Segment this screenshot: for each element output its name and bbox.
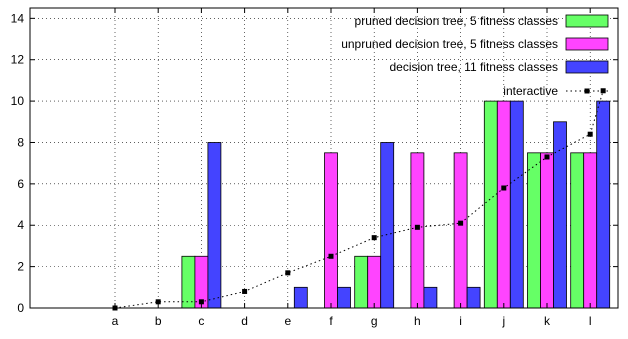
bar-series-3 bbox=[596, 100, 611, 309]
interactive-point bbox=[285, 270, 291, 276]
bar-series-1 bbox=[570, 152, 585, 309]
legend-label-series-3: decision tree, 11 fitness classes bbox=[389, 60, 558, 74]
interactive-point bbox=[587, 131, 593, 137]
legend-label-interactive: interactive bbox=[503, 84, 558, 98]
y-tick-label: 4 bbox=[17, 218, 24, 232]
bar-series-2 bbox=[583, 152, 598, 309]
interactive-point bbox=[501, 185, 507, 191]
bar-series-2 bbox=[367, 255, 382, 309]
interactive-point bbox=[371, 235, 377, 241]
x-tick-label: g bbox=[371, 314, 378, 328]
interactive-point bbox=[328, 253, 334, 259]
bar-series-3 bbox=[337, 286, 351, 309]
plot-frame bbox=[29, 7, 619, 309]
legend-swatch-series-2 bbox=[565, 37, 609, 51]
bar-series-2 bbox=[410, 152, 425, 309]
bar-series-3 bbox=[293, 286, 308, 309]
bar-series-group bbox=[181, 100, 611, 309]
interactive-point bbox=[414, 224, 420, 230]
bar-series-3 bbox=[380, 142, 395, 309]
x-tick-label: i bbox=[459, 314, 462, 328]
bar-series-2 bbox=[453, 152, 468, 309]
x-tick-label: h bbox=[414, 314, 421, 328]
x-axis-ticks: a b c d e f g h i j k l bbox=[112, 8, 592, 328]
interactive-point bbox=[242, 288, 248, 294]
bar-series-3 bbox=[207, 142, 222, 309]
bar-series-3 bbox=[466, 286, 481, 309]
y-tick-label: 12 bbox=[11, 53, 25, 67]
y-tick-label: 2 bbox=[17, 260, 24, 274]
legend-label-series-1: pruned decision tree, 5 fitness classes bbox=[355, 14, 558, 28]
bar-series-1 bbox=[483, 100, 498, 309]
interactive-point bbox=[198, 299, 204, 305]
x-tick-label: l bbox=[589, 314, 592, 328]
legend: pruned decision tree, 5 fitness classes u… bbox=[341, 14, 609, 98]
bar-series-3 bbox=[509, 100, 524, 309]
bar-series-2 bbox=[540, 152, 554, 309]
x-tick-label: e bbox=[284, 314, 291, 328]
bar-series-2 bbox=[496, 100, 511, 309]
y-tick-label: 14 bbox=[11, 11, 25, 25]
y-tick-label: 6 bbox=[17, 177, 24, 191]
y-tick-label: 0 bbox=[17, 301, 24, 315]
bar-series-3 bbox=[553, 121, 567, 309]
x-tick-label: d bbox=[241, 314, 248, 328]
legend-swatch-series-1 bbox=[565, 14, 609, 28]
bar-series-1 bbox=[527, 152, 541, 309]
x-tick-label: b bbox=[155, 314, 162, 328]
legend-label-series-2: unpruned decision tree, 5 fitness classe… bbox=[341, 37, 558, 51]
bar-series-1 bbox=[354, 255, 369, 309]
interactive-point bbox=[458, 220, 464, 226]
interactive-point bbox=[155, 299, 161, 305]
bar-series-1 bbox=[181, 255, 196, 309]
x-tick-label: c bbox=[198, 314, 204, 328]
y-axis-ticks: 0 2 4 6 8 10 12 14 bbox=[11, 11, 618, 315]
legend-swatch-interactive-point bbox=[584, 88, 590, 94]
x-tick-label: f bbox=[329, 314, 333, 328]
interactive-point bbox=[544, 154, 550, 160]
bar-series-3 bbox=[423, 286, 438, 309]
x-tick-label: j bbox=[501, 314, 505, 328]
x-tick-label: a bbox=[112, 314, 119, 328]
y-tick-label: 8 bbox=[17, 135, 24, 149]
y-tick-label: 10 bbox=[11, 94, 25, 108]
bar-series-2 bbox=[324, 152, 338, 309]
legend-swatch-series-3 bbox=[565, 60, 609, 74]
x-tick-label: k bbox=[544, 314, 551, 328]
